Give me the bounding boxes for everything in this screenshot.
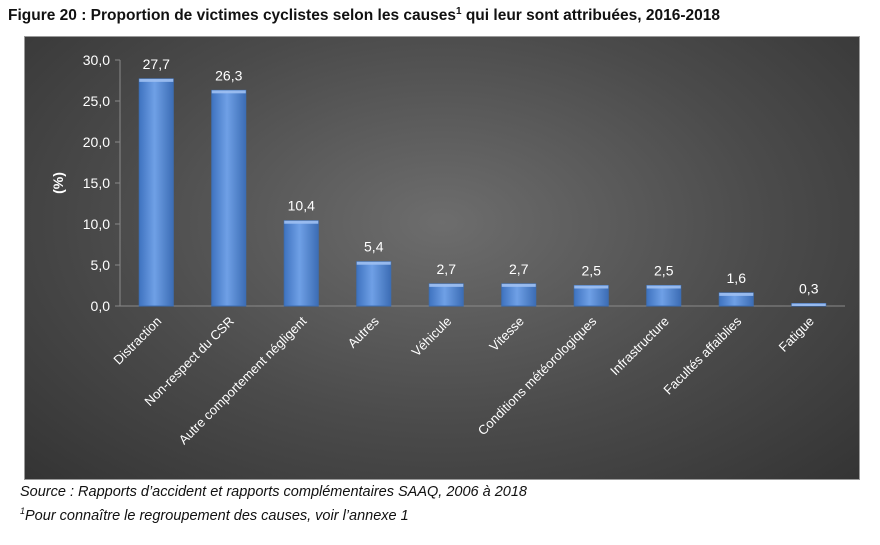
data-label: 5,4	[364, 239, 384, 255]
category-label: Autre comportement négligent	[176, 313, 310, 447]
category-label: Conditions météorologiques	[475, 313, 600, 438]
data-label: 2,7	[509, 261, 529, 277]
bar	[356, 261, 392, 307]
y-tick-label: 5,0	[91, 257, 111, 273]
figure-title-tail: qui leur sont attribuées, 2016-2018	[461, 7, 720, 25]
data-label: 26,3	[215, 67, 242, 83]
bar	[138, 78, 174, 307]
data-label: 2,7	[437, 261, 457, 277]
bar	[211, 89, 247, 307]
category-label: Facultés affaiblies	[660, 313, 744, 397]
data-label: 10,4	[288, 198, 315, 214]
category-label: Autres	[345, 313, 383, 351]
bar-top-highlight	[501, 283, 536, 287]
y-tick-label: 20,0	[83, 134, 110, 150]
bar-top-highlight	[574, 285, 609, 289]
footnote: 1Pour connaître le regroupement des caus…	[20, 506, 409, 524]
data-label: 1,6	[727, 270, 747, 286]
data-label: 2,5	[654, 263, 674, 279]
category-label: Infrastructure	[607, 314, 672, 379]
data-label: 0,3	[799, 281, 819, 297]
bar-top-highlight	[646, 285, 681, 289]
footnote-mark: 1	[20, 506, 26, 516]
bar	[573, 285, 609, 307]
bar	[283, 220, 319, 307]
category-label: Vitesse	[486, 314, 527, 355]
y-tick-label: 15,0	[83, 175, 110, 191]
figure-title-footnote-mark: 1	[455, 6, 462, 17]
category-label: Fatigue	[776, 314, 817, 355]
data-label: 27,7	[143, 56, 170, 72]
y-tick-label: 30,0	[83, 52, 110, 68]
footnote-text: Pour connaître le regroupement des cause…	[25, 507, 409, 524]
source-note: Source : Rapports d’accident et rapports…	[20, 484, 527, 500]
category-label: Véhicule	[408, 314, 454, 360]
bar-top-highlight	[429, 283, 464, 287]
bar-top-highlight	[791, 303, 826, 306]
y-tick-label: 25,0	[83, 93, 110, 109]
bar-top-highlight	[211, 90, 246, 94]
chart-area: 0,0 5,0 10,0 15,0 20,0 25,0 30,0 (%) 27,7 Distra…	[24, 36, 860, 480]
bar-top-highlight	[719, 292, 754, 296]
bar-top-highlight	[139, 78, 174, 82]
bar	[428, 283, 464, 307]
bar-top-highlight	[356, 261, 391, 265]
y-tick-label: 10,0	[83, 216, 110, 232]
y-axis-label: (%)	[50, 172, 66, 194]
category-label: Distraction	[110, 314, 164, 368]
data-label: 2,5	[582, 263, 602, 279]
bar-top-highlight	[284, 220, 319, 224]
y-tick-label: 0,0	[91, 298, 111, 314]
bar-chart: 0,0 5,0 10,0 15,0 20,0 25,0 30,0 (%) 27,7 Distra…	[50, 52, 845, 447]
bar	[646, 285, 682, 307]
bar	[501, 283, 537, 307]
figure-title-text: Figure 20 : Proportion de victimes cycli…	[8, 7, 456, 25]
figure-title: Figure 20 : Proportion de victimes cycli…	[8, 6, 720, 25]
